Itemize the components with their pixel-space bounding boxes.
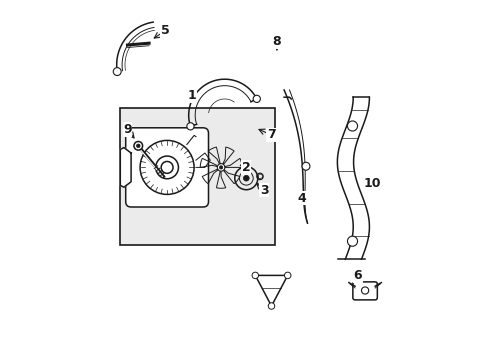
Bar xyxy=(120,108,275,245)
Circle shape xyxy=(186,123,194,130)
Circle shape xyxy=(113,68,121,76)
Circle shape xyxy=(243,175,249,181)
Circle shape xyxy=(347,236,357,246)
Polygon shape xyxy=(120,148,131,187)
Circle shape xyxy=(134,141,142,150)
Text: 2: 2 xyxy=(242,161,250,174)
Text: 5: 5 xyxy=(161,24,169,37)
Text: 4: 4 xyxy=(297,192,306,204)
Circle shape xyxy=(284,272,290,279)
Text: 8: 8 xyxy=(272,35,281,48)
Text: 1: 1 xyxy=(187,89,196,102)
Circle shape xyxy=(253,95,260,103)
Circle shape xyxy=(347,121,357,131)
Circle shape xyxy=(251,272,258,279)
Text: 3: 3 xyxy=(260,184,268,197)
Circle shape xyxy=(219,166,223,169)
Circle shape xyxy=(217,164,224,171)
Circle shape xyxy=(302,162,309,170)
Circle shape xyxy=(136,144,140,148)
Text: 10: 10 xyxy=(363,177,380,190)
Text: 6: 6 xyxy=(353,269,362,282)
Text: 7: 7 xyxy=(266,129,275,141)
Circle shape xyxy=(268,303,274,309)
Circle shape xyxy=(361,287,368,294)
Text: 9: 9 xyxy=(123,123,132,136)
FancyBboxPatch shape xyxy=(125,128,208,207)
FancyBboxPatch shape xyxy=(352,282,377,300)
